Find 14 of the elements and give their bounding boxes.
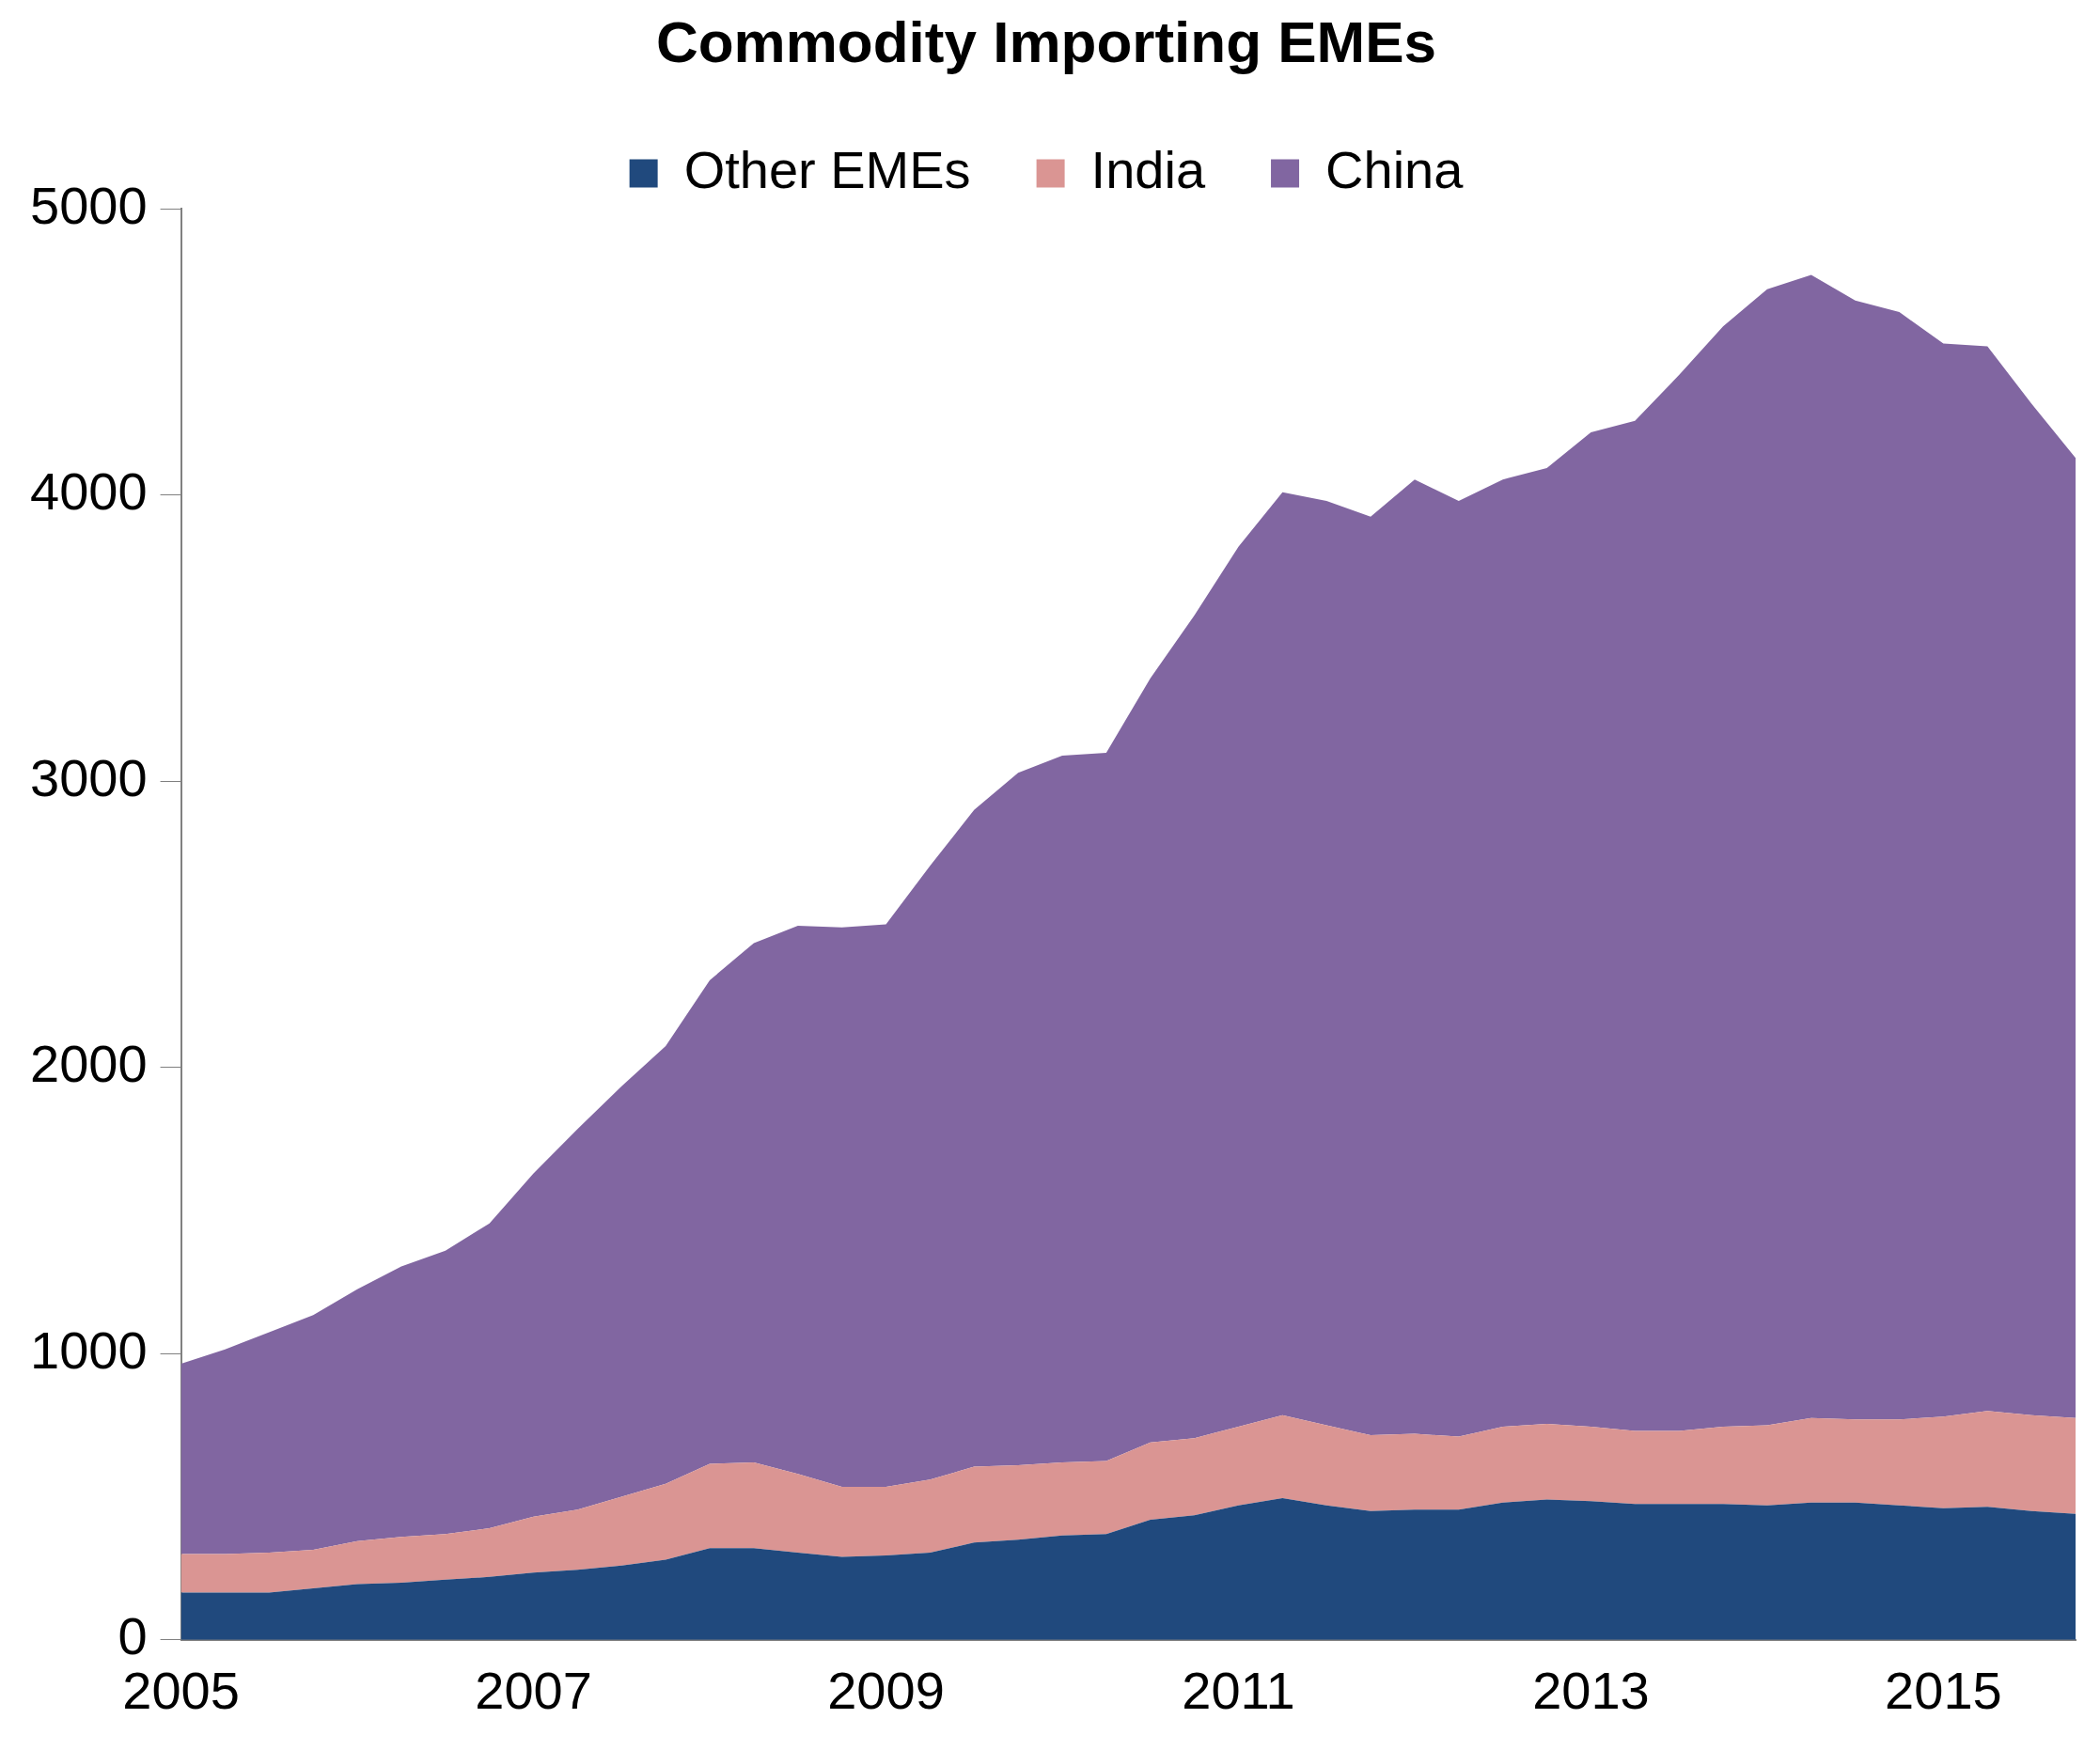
y-tick-label: 5000 (30, 175, 148, 235)
legend-label: China (1325, 139, 1465, 199)
y-tick-label: 1000 (30, 1320, 148, 1380)
x-tick-label: 2009 (827, 1660, 945, 1720)
legend-label: Other EMEs (683, 139, 971, 199)
y-tick-label: 4000 (30, 461, 148, 522)
y-tick-label: 2000 (30, 1034, 148, 1094)
legend-label: India (1090, 139, 1206, 199)
x-tick-label: 2015 (1885, 1660, 2002, 1720)
x-tick-label: 2013 (1532, 1660, 1650, 1720)
y-tick-label: 3000 (30, 747, 148, 807)
x-tick-label: 2007 (475, 1660, 592, 1720)
x-tick-label: 2011 (1182, 1660, 1295, 1720)
chart-title: Commodity Importing EMEs (655, 9, 1437, 75)
